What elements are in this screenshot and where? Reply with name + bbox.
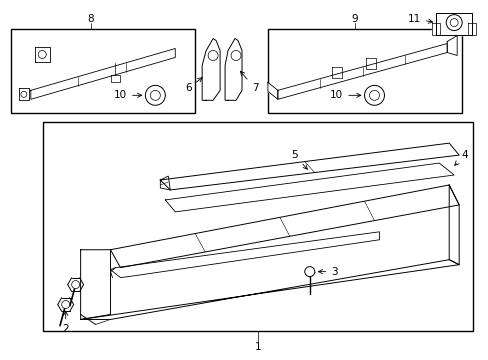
Text: 4: 4 xyxy=(454,150,467,165)
Polygon shape xyxy=(277,44,447,99)
Text: 10: 10 xyxy=(329,90,360,100)
Text: 8: 8 xyxy=(87,14,94,24)
Polygon shape xyxy=(19,88,29,100)
Polygon shape xyxy=(165,163,453,212)
Polygon shape xyxy=(110,232,379,278)
Circle shape xyxy=(446,15,461,31)
Polygon shape xyxy=(160,176,170,190)
Circle shape xyxy=(21,91,27,97)
Circle shape xyxy=(61,301,69,309)
Polygon shape xyxy=(31,49,175,99)
Polygon shape xyxy=(431,23,439,35)
Circle shape xyxy=(304,267,314,276)
Polygon shape xyxy=(447,36,456,55)
Bar xyxy=(267,28,461,113)
Bar xyxy=(42,122,472,332)
Polygon shape xyxy=(366,58,375,69)
Polygon shape xyxy=(435,13,471,35)
Polygon shape xyxy=(81,260,458,319)
Text: 2: 2 xyxy=(62,311,69,334)
Circle shape xyxy=(230,50,241,60)
Polygon shape xyxy=(110,185,458,268)
Text: 6: 6 xyxy=(184,78,202,93)
Polygon shape xyxy=(35,46,50,62)
Polygon shape xyxy=(224,39,242,100)
Polygon shape xyxy=(160,143,458,190)
Circle shape xyxy=(449,19,457,27)
Text: 5: 5 xyxy=(291,150,306,169)
Bar xyxy=(11,28,195,113)
Polygon shape xyxy=(331,67,342,78)
Text: 9: 9 xyxy=(350,14,357,24)
Text: 11: 11 xyxy=(407,14,432,24)
Circle shape xyxy=(150,90,160,100)
Text: 10: 10 xyxy=(114,90,142,100)
Circle shape xyxy=(145,85,165,105)
Polygon shape xyxy=(267,82,277,99)
Polygon shape xyxy=(110,75,120,82)
Polygon shape xyxy=(448,185,458,265)
Text: 3: 3 xyxy=(318,267,337,276)
Circle shape xyxy=(38,50,46,58)
Polygon shape xyxy=(467,23,475,35)
Text: 7: 7 xyxy=(240,71,258,93)
Circle shape xyxy=(364,85,384,105)
Circle shape xyxy=(369,90,379,100)
Polygon shape xyxy=(202,39,220,100)
Polygon shape xyxy=(81,250,110,319)
Text: 1: 1 xyxy=(254,342,261,352)
Circle shape xyxy=(72,280,80,289)
Circle shape xyxy=(208,50,218,60)
